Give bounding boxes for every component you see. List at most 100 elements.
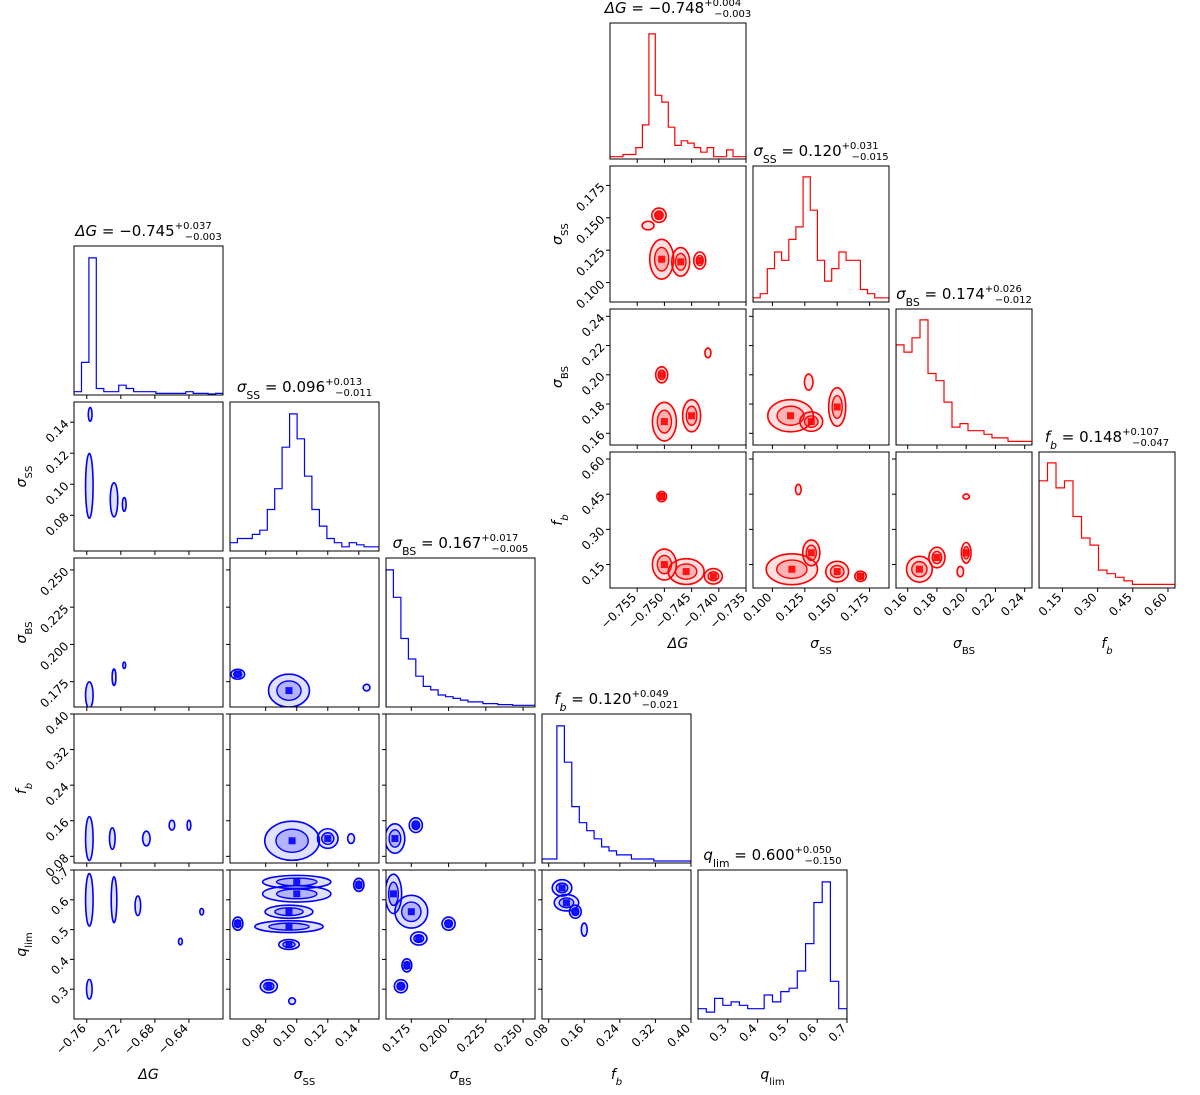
- panel-red-sBS-fb: 0.16 0.18 0.20 0.22 0.24 σBS: [881, 451, 1033, 657]
- panel-frame: [895, 308, 1033, 446]
- contour-blue-dG-qlim-3: [85, 978, 93, 1000]
- panel-frame: [385, 557, 536, 708]
- title-blue-qlim: qlim = 0.600+0.050 −0.150: [703, 845, 841, 870]
- panel-frame: [385, 869, 536, 1020]
- xaxis-label-blue-fb: fb: [611, 1067, 622, 1088]
- contour-red-sBS-fb-1: [928, 546, 946, 569]
- panel-red-fb-fb: fb = 0.148+0.107 −0.047 0.15 0.30 0.45 0.60 fb: [1036, 427, 1176, 657]
- contour-blue-sSS-qlim-1: [261, 884, 332, 903]
- xtick-label-blue-dG: −0.68: [121, 1021, 157, 1057]
- xtick-label-red-sSS: 0.150: [805, 590, 839, 624]
- ytick-label-blue-qlim: 0.3: [48, 984, 71, 1007]
- contour-blue-dG-sBS-2: [122, 661, 127, 670]
- contour-blue-sBS-qlim-2: [409, 931, 428, 946]
- panel-frame: [73, 245, 224, 396]
- ytick-label-red-fb: 0.30: [579, 524, 608, 553]
- panel-blue-dG-qlim: −0.76−0.72−0.68−0.64ΔG0.30.40.50.60.7qli…: [14, 865, 224, 1083]
- ytick-label-red-sBS: 0.16: [579, 428, 608, 457]
- panel-red-dG-sBS: 0.160.180.200.220.24 σBS: [550, 308, 747, 457]
- contour-red-dG-sSS-3: [692, 251, 707, 270]
- xtick-label-blue-fb: 0.32: [629, 1021, 658, 1050]
- contour-red-sSS-fb-3: [794, 483, 802, 496]
- contour-blue-sSS-qlim-3: [254, 919, 324, 934]
- panel-blue-dG-dG: ΔG = −0.745+0.037 −0.003: [73, 221, 224, 399]
- title-red-fb: fb = 0.148+0.107 −0.047: [1045, 427, 1169, 452]
- xaxis-label-blue-dG: ΔG: [137, 1067, 159, 1083]
- xtick-label-red-sBS: 0.20: [940, 590, 969, 619]
- contour-red-sBS-fb-4: [956, 565, 965, 578]
- panel-blue-dG-sSS: 0.080.100.120.14 σSS: [14, 401, 224, 555]
- ytick-label-blue-fb: 0.16: [43, 815, 72, 844]
- title-red-sSS: σSS = 0.120+0.031 −0.015: [753, 141, 888, 166]
- contour-red-dG-sBS-2: [654, 365, 669, 384]
- contour-red-sSS-fb-4: [854, 570, 868, 583]
- contour-blue-sSS-sBS-2: [362, 683, 371, 692]
- xtick-label-blue-sSS: 0.14: [332, 1021, 361, 1050]
- panel-frame: [609, 22, 747, 160]
- ytick-label-blue-sBS: 0.200: [37, 639, 71, 673]
- xaxis-label-red-fb: fb: [1101, 636, 1112, 657]
- title-red-dG: ΔG = −0.748+0.004 −0.003: [604, 0, 752, 20]
- contour-red-sSS-sBS-3: [803, 373, 814, 391]
- title-blue-fb: fb = 0.120+0.049 −0.021: [554, 689, 678, 714]
- xtick-label-red-sBS: 0.16: [881, 590, 910, 619]
- contour-blue-dG-fb-1: [108, 826, 116, 851]
- xtick-label-red-fb: 0.60: [1141, 590, 1170, 619]
- contour-red-dG-sSS-1: [648, 238, 675, 281]
- contour-blue-sBS-fb-0: [386, 823, 406, 855]
- panel-frame: [895, 451, 1033, 589]
- xtick-label-blue-qlim: 0.7: [826, 1021, 849, 1044]
- ytick-label-blue-sBS: 0.175: [37, 676, 71, 710]
- panel-frame: [385, 713, 536, 864]
- xtick-label-blue-sSS: 0.10: [270, 1021, 299, 1050]
- contour-red-dG-fb-0: [651, 548, 678, 581]
- histogram-red-dG: [610, 33, 746, 159]
- xtick-label-blue-sBS: 0.250: [491, 1021, 525, 1055]
- yaxis-label-red-sSS: σSS: [550, 223, 571, 245]
- ytick-label-red-fb: 0.60: [579, 454, 608, 483]
- yaxis-label-blue-fb: fb: [14, 783, 35, 794]
- xtick-label-blue-sSS: 0.08: [239, 1021, 268, 1050]
- panel-frame: [229, 557, 380, 708]
- contour-blue-fb-qlim-3: [580, 922, 588, 937]
- ytick-label-blue-sSS: 0.12: [43, 448, 72, 477]
- panel-red-sBS-sBS: σBS = 0.174+0.026 −0.012: [895, 284, 1033, 449]
- panel-frame: [752, 451, 890, 589]
- panel-blue-fb-qlim: 0.08 0.16 0.24 0.32 0.40 fb: [522, 869, 693, 1088]
- contour-blue-dG-qlim-2: [134, 895, 142, 917]
- contour-blue-sSS-qlim-6: [287, 997, 297, 1006]
- xtick-label-blue-fb: 0.08: [522, 1021, 551, 1050]
- histogram-blue-fb: [542, 725, 691, 863]
- panel-frame: [541, 713, 692, 864]
- contour-blue-dG-sBS-1: [111, 668, 117, 687]
- xaxis-label-blue-sBS: σBS: [449, 1067, 471, 1088]
- ytick-label-red-sBS: 0.22: [579, 340, 608, 369]
- xtick-label-blue-dG: −0.76: [53, 1021, 89, 1057]
- ytick-label-blue-fb: 0.32: [43, 744, 72, 773]
- panel-blue-fb-fb: fb = 0.120+0.049 −0.021: [541, 689, 692, 867]
- contour-blue-fb-qlim-2: [568, 904, 583, 920]
- contour-blue-dG-fb-2: [141, 830, 151, 847]
- ytick-label-red-sSS: 0.125: [573, 245, 607, 279]
- xtick-label-red-sBS: 0.24: [998, 590, 1027, 619]
- contour-red-dG-fb-1: [667, 557, 705, 586]
- panel-frame: [1038, 451, 1176, 589]
- contour-red-dG-sBS-1: [681, 398, 702, 433]
- ytick-label-blue-sSS: 0.14: [43, 417, 72, 446]
- panel-blue-sBS-qlim: 0.175 0.200 0.225 0.250 σBS: [379, 869, 536, 1088]
- ytick-label-red-sBS: 0.24: [579, 311, 608, 340]
- contour-blue-dG-sSS-1: [109, 481, 119, 518]
- ytick-label-red-sBS: 0.18: [579, 399, 608, 428]
- panel-red-dG-fb: −0.755−0.750−0.745−0.740−0.735ΔG0.150.30…: [550, 451, 748, 652]
- contour-blue-sBS-qlim-5: [401, 958, 413, 973]
- panel-blue-qlim-qlim: qlim = 0.600+0.050 −0.150 0.3 0.4 0.5 0.6 0.7 q…: [697, 845, 849, 1088]
- contour-red-sBS-fb-3: [962, 493, 971, 500]
- panel-blue-sSS-qlim: 0.08 0.10 0.12 0.14 σSS: [226, 869, 380, 1088]
- panel-frame: [609, 451, 747, 589]
- ytick-label-red-fb: 0.45: [579, 489, 608, 518]
- contour-blue-sSS-qlim-2: [264, 904, 314, 920]
- contour-blue-sSS-sBS-0: [267, 673, 311, 707]
